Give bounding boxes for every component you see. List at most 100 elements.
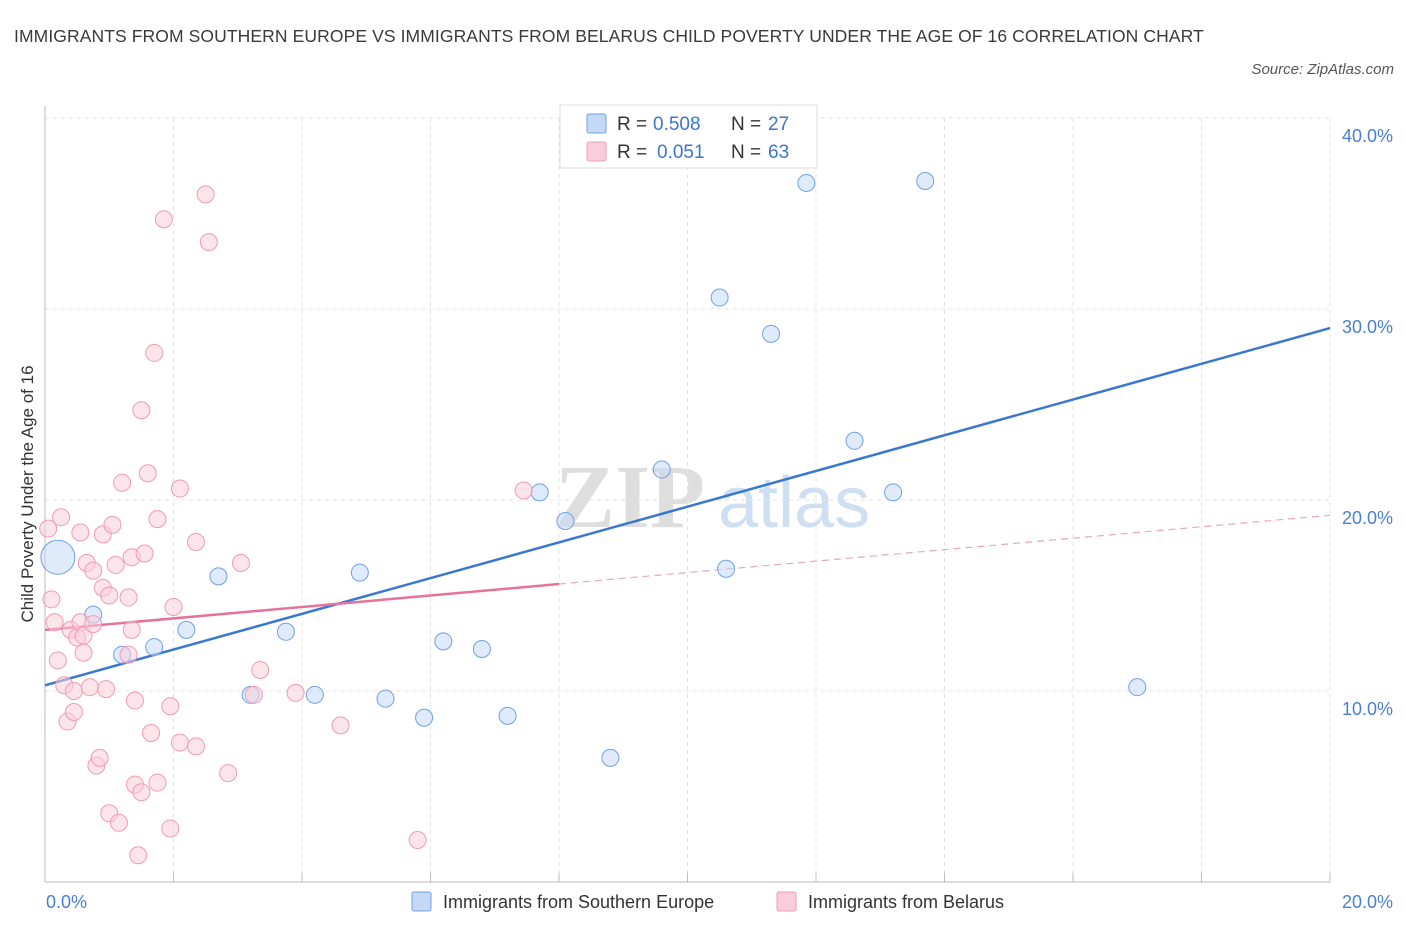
point-belarus-41 xyxy=(142,724,161,743)
legend-swatch-belarus xyxy=(586,141,607,162)
axes xyxy=(44,106,1331,883)
point-belarus-54 xyxy=(199,233,218,252)
tick-labels: 10.0% 20.0% 30.0% 40.0% 0.0% 20.0% xyxy=(46,126,1393,912)
point-southern-europe-5 xyxy=(209,567,228,586)
point-southern-europe-20 xyxy=(717,559,736,578)
point-belarus-56 xyxy=(231,554,250,573)
point-belarus-8 xyxy=(64,703,83,722)
chart-source: Source: ZipAtlas.com xyxy=(1251,61,1394,78)
point-southern-europe-25 xyxy=(916,172,935,191)
point-belarus-14 xyxy=(74,626,93,645)
point-southern-europe-23 xyxy=(845,431,864,450)
point-belarus-16 xyxy=(80,678,99,697)
y-tick-label-30: 30.0% xyxy=(1342,317,1393,337)
legend-r-value-1: 0.508 xyxy=(653,114,701,135)
point-southern-europe-15 xyxy=(530,483,549,502)
x-tick-label-20: 20.0% xyxy=(1342,892,1393,912)
point-southern-europe-18 xyxy=(652,460,671,479)
point-southern-europe-19 xyxy=(710,288,729,307)
point-belarus-32 xyxy=(122,620,141,639)
x-tick-label-0: 0.0% xyxy=(46,892,87,912)
point-belarus-52 xyxy=(186,533,205,552)
point-belarus-30 xyxy=(119,645,138,664)
point-southern-europe-21 xyxy=(762,324,781,343)
chart-title: IMMIGRANTS FROM SOUTHERN EUROPE VS IMMIG… xyxy=(14,26,1204,46)
point-belarus-49 xyxy=(170,479,189,498)
point-belarus-35 xyxy=(125,691,144,710)
point-belarus-12 xyxy=(71,523,90,542)
point-belarus-42 xyxy=(145,343,164,362)
point-belarus-59 xyxy=(286,683,305,702)
point-belarus-43 xyxy=(148,773,167,792)
y-axis-label: Child Poverty Under the Age of 16 xyxy=(18,365,37,622)
point-belarus-44 xyxy=(148,510,167,529)
point-belarus-0 xyxy=(39,519,58,538)
point-belarus-57 xyxy=(244,685,263,704)
point-belarus-13 xyxy=(74,643,93,662)
point-southern-europe-3 xyxy=(145,638,164,657)
point-belarus-31 xyxy=(119,588,138,607)
point-southern-europe-13 xyxy=(472,639,491,658)
point-belarus-23 xyxy=(97,680,116,699)
point-southern-europe-22 xyxy=(797,173,816,192)
point-southern-europe-17 xyxy=(601,748,620,767)
point-belarus-3 xyxy=(48,651,67,670)
y-tick-label-40: 40.0% xyxy=(1342,126,1393,146)
point-southern-europe-9 xyxy=(350,563,369,582)
point-belarus-46 xyxy=(161,697,180,716)
legend-r-label-1: R = xyxy=(617,114,647,135)
point-belarus-18 xyxy=(84,615,103,634)
data-points xyxy=(39,172,1147,865)
point-southern-europe-26 xyxy=(1128,678,1147,697)
stats-legend: R = 0.508 N = 27 R = 0.051 N = 63 xyxy=(559,104,818,169)
trend-line-southern-europe xyxy=(44,326,1331,687)
point-southern-europe-10 xyxy=(376,689,395,708)
point-southern-europe-14 xyxy=(498,706,517,725)
point-belarus-4 xyxy=(52,508,71,527)
point-belarus-60 xyxy=(408,830,427,849)
y-tick-label-20: 20.0% xyxy=(1342,508,1393,528)
point-belarus-1 xyxy=(42,590,61,609)
trend-line-belarus-extension xyxy=(558,514,1331,585)
point-belarus-36 xyxy=(129,846,148,865)
point-belarus-48 xyxy=(164,597,183,616)
point-belarus-61 xyxy=(514,481,533,500)
legend-n-label-2: N = xyxy=(731,142,761,163)
point-belarus-53 xyxy=(196,185,215,204)
point-belarus-38 xyxy=(132,401,151,420)
point-belarus-26 xyxy=(103,515,122,534)
point-belarus-27 xyxy=(106,555,125,574)
point-belarus-9 xyxy=(64,682,83,700)
point-southern-europe-0 xyxy=(40,539,76,575)
series-legend-swatch-belarus xyxy=(776,891,797,912)
point-southern-europe-8 xyxy=(305,685,324,704)
point-belarus-2 xyxy=(45,613,64,632)
point-belarus-40 xyxy=(138,464,157,483)
point-belarus-58 xyxy=(251,660,270,679)
series-legend-label-southern-europe: Immigrants from Southern Europe xyxy=(443,892,714,912)
legend-n-value-1: 27 xyxy=(768,114,789,135)
point-southern-europe-12 xyxy=(434,632,453,651)
point-southern-europe-24 xyxy=(884,483,903,502)
point-belarus-39 xyxy=(135,544,154,563)
point-southern-europe-7 xyxy=(276,622,295,641)
grid-lines xyxy=(45,117,1331,882)
point-belarus-20 xyxy=(90,748,109,767)
point-southern-europe-4 xyxy=(177,620,196,639)
watermark-atlas: atlas xyxy=(718,463,870,543)
series-legend-swatch-southern-europe xyxy=(411,891,432,912)
point-belarus-50 xyxy=(170,733,189,752)
point-belarus-62 xyxy=(331,716,350,735)
series-legend: Immigrants from Southern Europe Immigran… xyxy=(411,891,1004,912)
point-southern-europe-16 xyxy=(556,512,575,531)
legend-swatch-southern-europe xyxy=(586,113,607,134)
legend-r-label-2: R = xyxy=(617,142,647,163)
legend-r-value-2: 0.051 xyxy=(657,142,705,163)
point-belarus-28 xyxy=(109,813,128,832)
point-belarus-17 xyxy=(84,561,103,580)
point-southern-europe-11 xyxy=(415,708,434,727)
point-belarus-55 xyxy=(219,764,238,783)
point-belarus-45 xyxy=(154,210,173,229)
point-belarus-47 xyxy=(161,819,180,838)
